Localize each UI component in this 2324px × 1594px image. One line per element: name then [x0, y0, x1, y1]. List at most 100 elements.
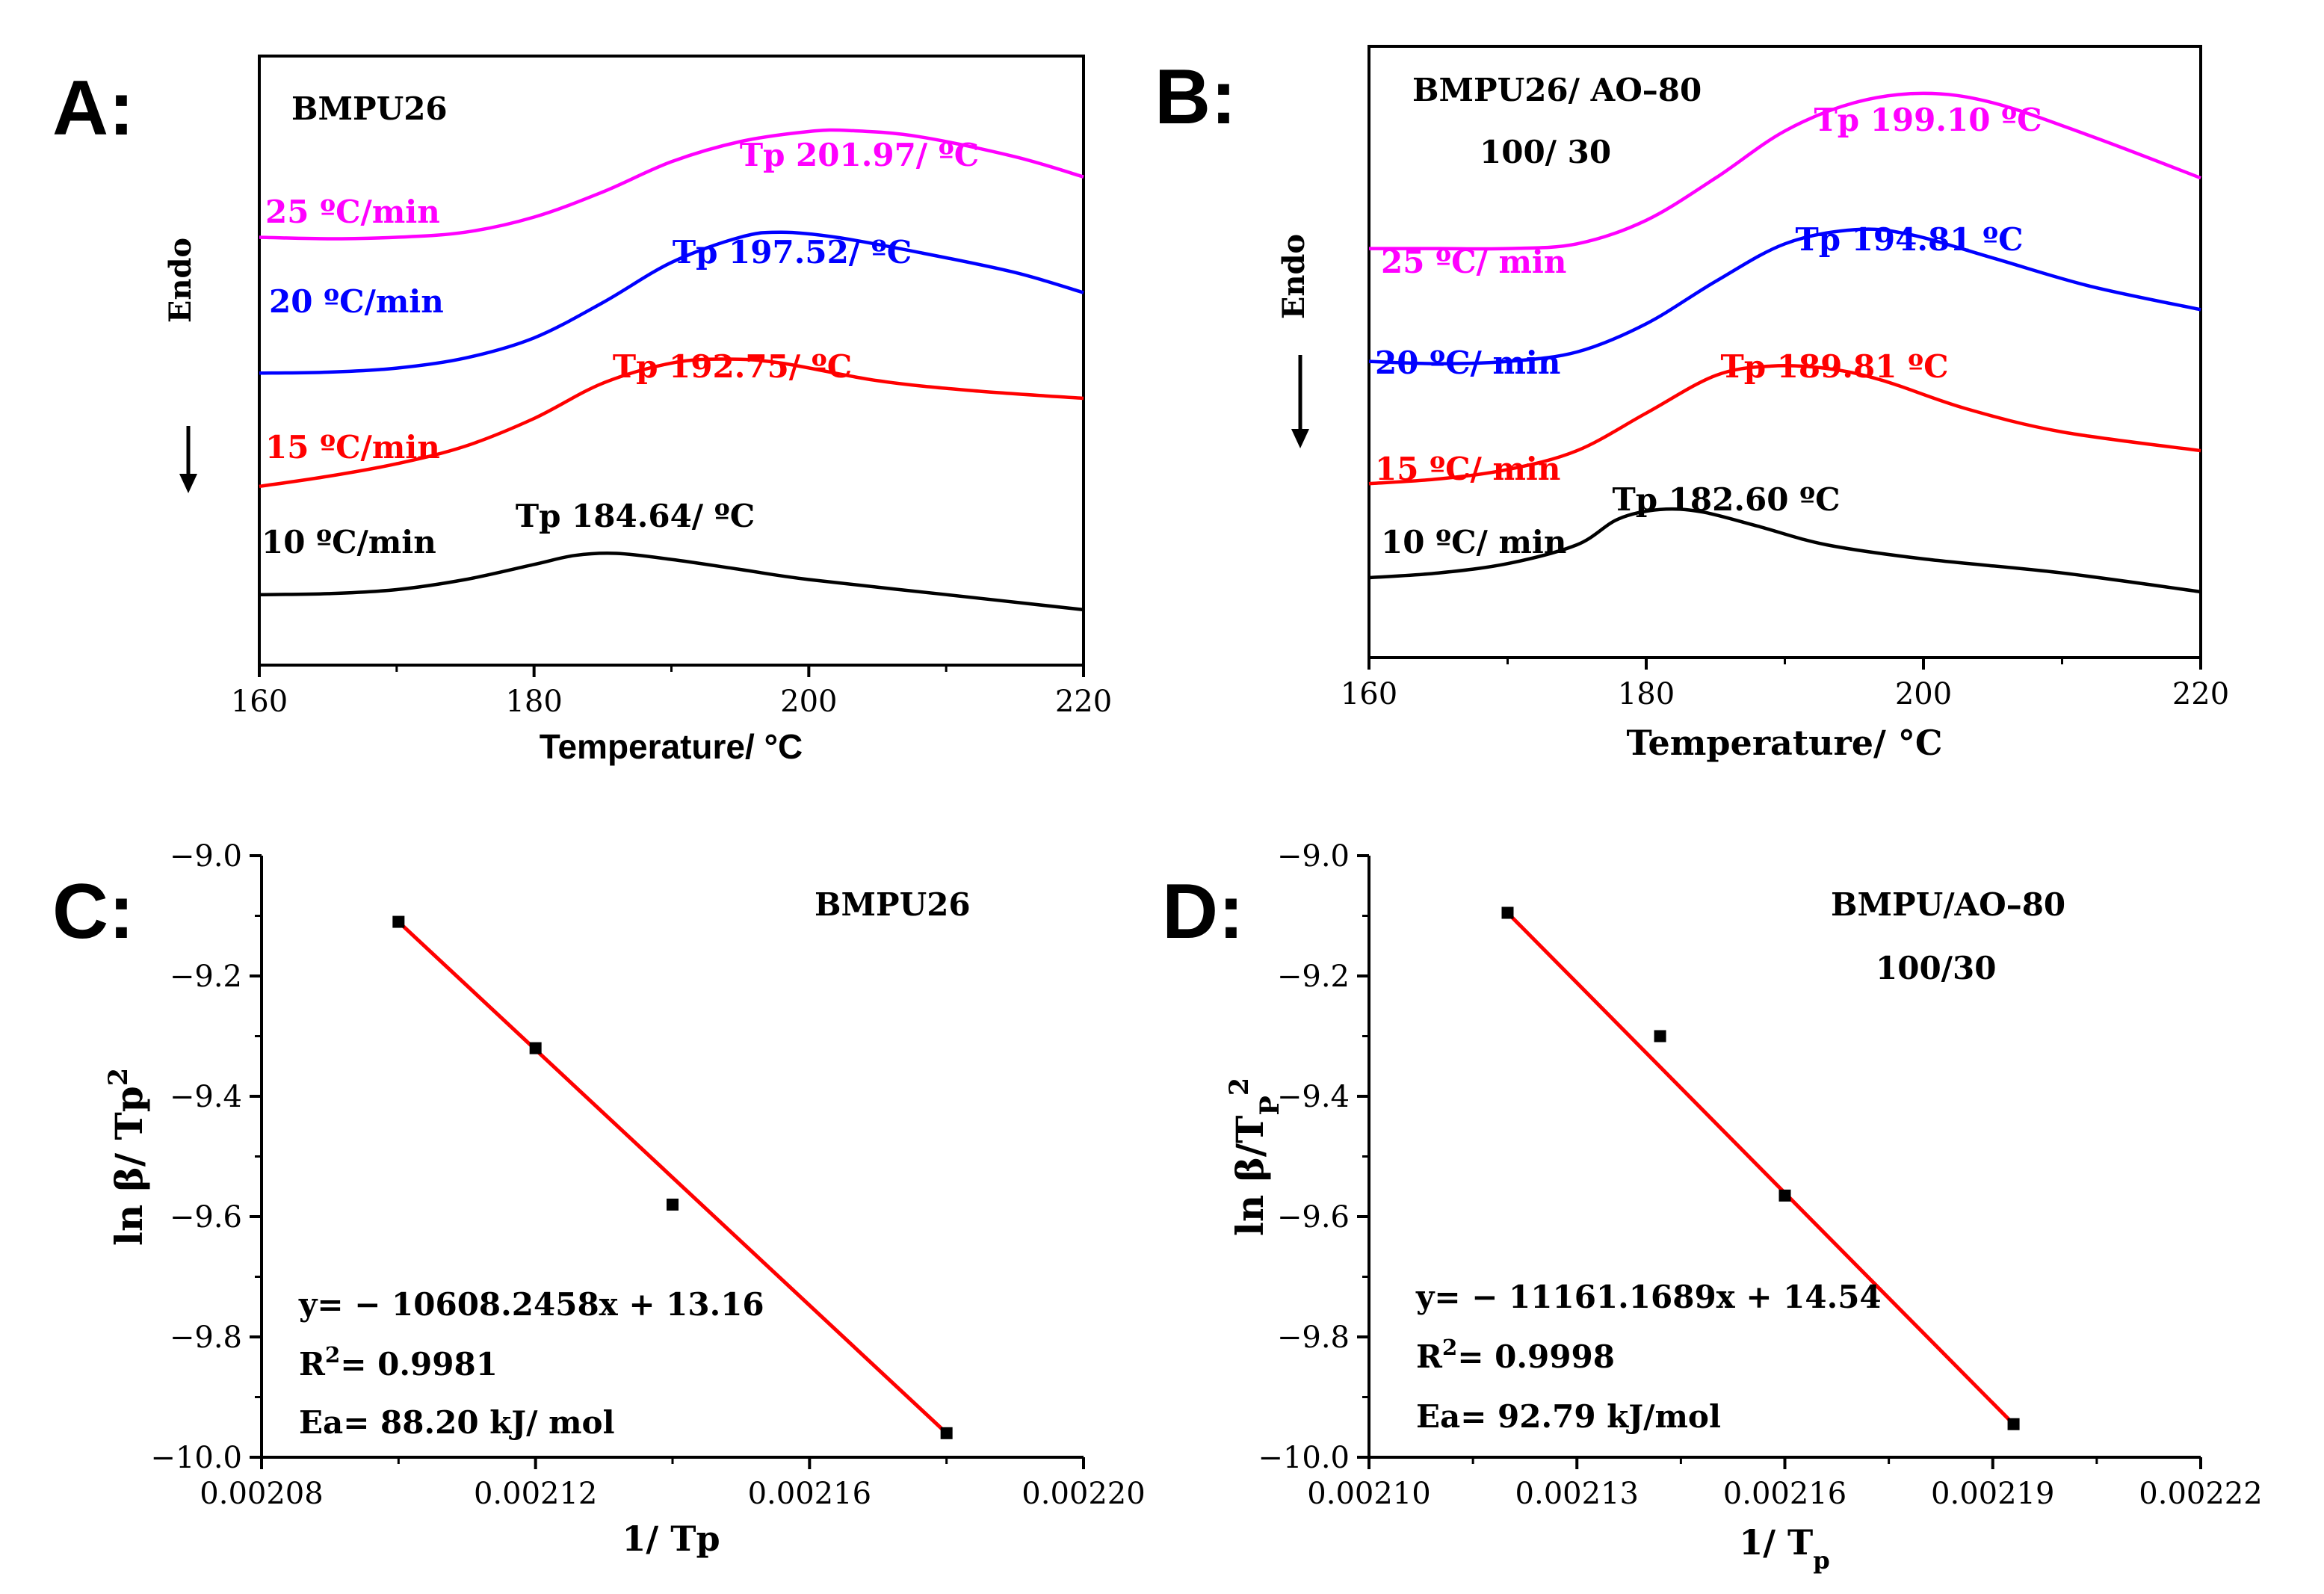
- y-tick-label: −9.6: [170, 1200, 242, 1235]
- endo-arrow-head: [1291, 429, 1309, 448]
- activation-energy: Ea= 88.20 kJ/ mol: [299, 1404, 615, 1441]
- x-tick-label: 0.00208: [200, 1477, 323, 1511]
- endo-label: Endo: [1276, 234, 1311, 319]
- x-tick-label: 0.00216: [1723, 1477, 1846, 1511]
- heating-rate-label: 15 ºC/min: [265, 429, 440, 466]
- peak-temperature-label: Tp 184.64/ ºC: [516, 498, 755, 534]
- heating-rate-label: 15 ºC/ min: [1375, 451, 1560, 487]
- y-tick-label: −9.2: [170, 960, 242, 994]
- y-tick-label: −9.6: [1277, 1200, 1350, 1235]
- r-squared: R2= 0.9998: [1416, 1334, 1615, 1376]
- x-tick-label: 200: [1895, 677, 1952, 711]
- fit-equation: y= − 10608.2458x + 13.16: [298, 1286, 764, 1323]
- data-point: [1501, 906, 1514, 919]
- r-squared-part-1: 2: [325, 1341, 340, 1368]
- curve-15c-min: [259, 357, 1084, 489]
- peak-temperature-label: Tp 182.60 ºC: [1612, 481, 1840, 518]
- x-tick-label: 180: [1618, 677, 1675, 711]
- panel-letter: D:: [1162, 868, 1244, 955]
- peak-temperature-label: Tp 192.75/ ºC: [613, 348, 852, 385]
- panel-b: B: 160 180 200 220 BMPU26/ AO–80 100/ 30 10 ºC/…: [1155, 45, 2229, 763]
- x-axis-label-part-0: 1/ T: [1739, 1522, 1813, 1563]
- fit-equation-part-0: y= − 10608.2458x + 13.16: [298, 1286, 764, 1323]
- x-tick-label: 160: [1341, 677, 1397, 711]
- panel-letter: B:: [1155, 54, 1237, 140]
- y-tick-label: −10.0: [1258, 1441, 1350, 1475]
- x-axis-label: Temperature/ °C: [1627, 723, 1943, 763]
- x-axis-label: 1/ Tp: [1739, 1522, 1830, 1575]
- fit-equation: y= − 11161.1689x + 14.54: [1415, 1279, 1882, 1315]
- peak-temperature-label: Tp 199.10 ºC: [1814, 102, 2042, 138]
- x-axis-label: 1/ Tp: [622, 1519, 720, 1559]
- y-tick-label: −9.0: [1277, 839, 1350, 874]
- fit-equation-part-0: y= − 11161.1689x + 14.54: [1415, 1279, 1882, 1315]
- endo-label: Endo: [163, 238, 198, 323]
- endo-arrow-head: [179, 474, 197, 493]
- y-axis-label: ln β/ Tp2: [103, 1068, 152, 1246]
- activation-energy-part-0: Ea= 88.20 kJ/ mol: [299, 1404, 615, 1441]
- x-tick-label: 180: [505, 685, 562, 719]
- linear-fit-line: [397, 920, 948, 1435]
- y-axis-label-part-0: ln β/ Tp: [107, 1086, 151, 1246]
- heating-rate-label: 25 ºC/min: [265, 194, 440, 230]
- y-tick-label: −9.8: [1277, 1320, 1350, 1355]
- panel-letter: A:: [52, 65, 135, 152]
- heating-rate-label: 10 ºC/min: [262, 524, 436, 560]
- r-squared-part-2: = 0.9998: [1457, 1338, 1615, 1375]
- x-tick-label: 160: [231, 685, 288, 719]
- y-tick-label: −10.0: [150, 1441, 242, 1475]
- y-tick-label: −9.0: [170, 839, 242, 874]
- data-point: [940, 1427, 953, 1439]
- y-axis-label: ln β/TP2: [1224, 1078, 1285, 1236]
- y-axis-label-part-1: P: [1255, 1096, 1285, 1115]
- panel-a: A: 160 180 200 220 BMPU26 10 ºC/min Tp 184.64/ …: [52, 55, 1112, 766]
- x-tick-label: 0.00210: [1307, 1477, 1430, 1511]
- peak-temperature-label: Tp 201.97/ ºC: [740, 137, 979, 173]
- x-tick-label: 0.00220: [1022, 1477, 1145, 1511]
- y-axis-label-part-0: ln β/T: [1228, 1116, 1272, 1236]
- r-squared-part-1: 2: [1442, 1334, 1457, 1360]
- panel-letter: C:: [52, 868, 135, 955]
- linear-fit-line: [1506, 911, 2015, 1426]
- curve-10c-min: [259, 551, 1084, 612]
- y-axis-label-part-1: 2: [103, 1068, 134, 1086]
- x-tick-label: 0.00216: [748, 1477, 871, 1511]
- data-point: [2007, 1418, 2020, 1430]
- heating-rate-label: 25 ºC/ min: [1381, 244, 1566, 280]
- r-squared-part-0: R: [1416, 1338, 1443, 1375]
- curve-20c-min: [1368, 227, 2201, 365]
- activation-energy: Ea= 92.79 kJ/mol: [1416, 1398, 1721, 1435]
- y-axis-label-part-2: 2: [1224, 1078, 1255, 1096]
- y-tick-label: −9.4: [1277, 1080, 1350, 1114]
- x-tick-label: 0.00219: [1931, 1477, 2054, 1511]
- curve-25c-min: [1369, 91, 2201, 251]
- x-tick-label: 0.00213: [1515, 1477, 1639, 1511]
- x-tick-label: 0.00212: [474, 1477, 597, 1511]
- x-tick-label: 200: [780, 685, 837, 719]
- peak-temperature-label: Tp 189.81 ºC: [1720, 348, 1948, 385]
- r-squared: R2= 0.9981: [299, 1341, 498, 1383]
- x-axis-label: Temperature/ °C: [540, 727, 803, 766]
- y-tick-label: −9.8: [170, 1320, 242, 1355]
- data-point: [392, 915, 405, 928]
- data-point: [1654, 1030, 1666, 1042]
- panel-c: C: 0.00208 0.00212 0.00216 0.00220 BMPU26 −10.…: [52, 839, 1146, 1559]
- sample-label: BMPU26: [815, 886, 971, 923]
- sample-label: BMPU26/ AO–80: [1412, 72, 1702, 108]
- sample-label: BMPU/AO–80: [1831, 886, 2065, 923]
- activation-energy-part-0: Ea= 92.79 kJ/mol: [1416, 1398, 1721, 1435]
- curve-25c-min: [259, 128, 1084, 241]
- y-tick-label: −9.4: [170, 1080, 242, 1114]
- data-point: [667, 1198, 679, 1211]
- x-axis-label-part-1: p: [1813, 1546, 1830, 1575]
- data-point: [529, 1042, 542, 1054]
- panel-d: D: 0.00210 0.00213 0.00216 0.00219 0.00222 BMP…: [1162, 839, 2263, 1575]
- sample-label: BMPU26: [291, 90, 448, 127]
- x-axis-label-part-0: 1/ Tp: [622, 1519, 720, 1559]
- curve-10c-min: [1368, 507, 2201, 594]
- sample-label: 100/30: [1876, 950, 1996, 986]
- x-tick-label: 220: [1055, 685, 1112, 719]
- data-point: [1778, 1189, 1791, 1202]
- peak-temperature-label: Tp 197.52/ ºC: [673, 234, 912, 271]
